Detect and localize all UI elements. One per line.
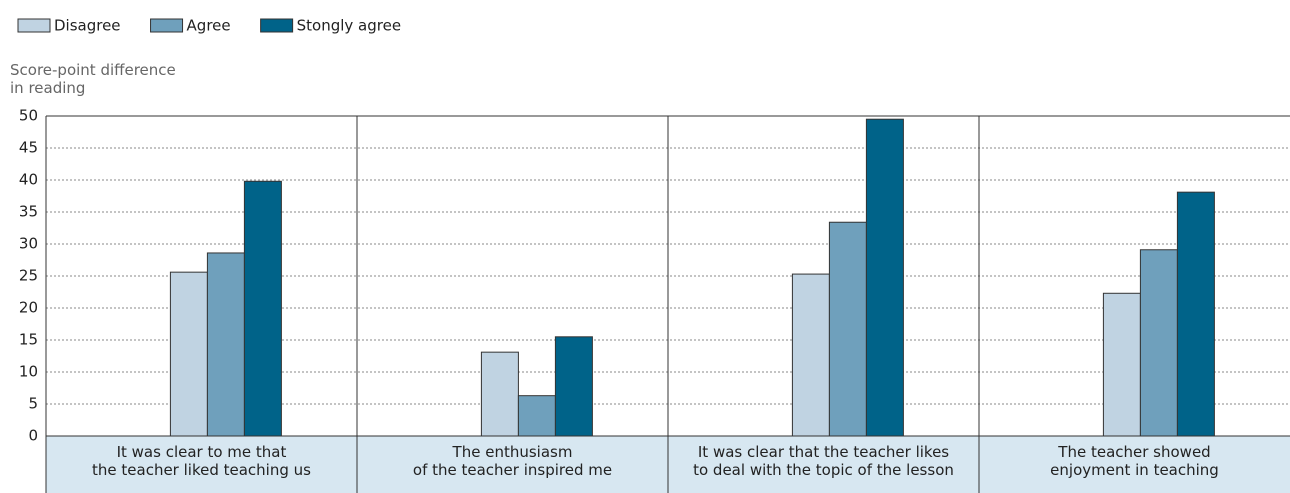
x-tick-label: It was clear to me that the teacher liked… xyxy=(92,443,311,479)
bar xyxy=(1139,249,1178,437)
bar xyxy=(554,336,593,437)
y-axis-label: Score-point difference in reading xyxy=(10,61,176,97)
bar xyxy=(828,221,867,437)
bar xyxy=(1102,292,1141,437)
bar xyxy=(206,252,245,437)
x-tick-label: The enthusiasm of the teacher inspired me xyxy=(413,443,612,479)
y-tick-label: 20 xyxy=(19,299,38,317)
bar xyxy=(791,273,830,437)
y-tick-label: 15 xyxy=(19,331,38,349)
y-tick-label: 40 xyxy=(19,171,38,189)
bar xyxy=(243,180,282,437)
legend-label: Agree xyxy=(187,17,231,35)
bar xyxy=(865,118,904,437)
y-tick-label: 45 xyxy=(19,139,38,157)
y-tick-label: 50 xyxy=(19,107,38,125)
legend-swatch xyxy=(150,18,184,33)
y-tick-label: 25 xyxy=(19,267,38,285)
legend-swatch xyxy=(17,18,51,33)
legend-swatch xyxy=(260,18,294,33)
bar xyxy=(1176,191,1215,437)
x-tick-label: It was clear that the teacher likes to de… xyxy=(693,443,954,479)
legend-label: Disagree xyxy=(54,17,121,35)
y-tick-label: 5 xyxy=(28,395,38,413)
y-tick-label: 35 xyxy=(19,203,38,221)
y-tick-label: 10 xyxy=(19,363,38,381)
y-tick-label: 0 xyxy=(28,427,38,445)
bar xyxy=(517,395,556,437)
bar xyxy=(169,271,208,437)
x-tick-label: The teacher showed enjoyment in teaching xyxy=(1050,443,1219,479)
y-tick-label: 30 xyxy=(19,235,38,253)
bar xyxy=(480,351,519,437)
legend-label: Stongly agree xyxy=(297,17,401,35)
